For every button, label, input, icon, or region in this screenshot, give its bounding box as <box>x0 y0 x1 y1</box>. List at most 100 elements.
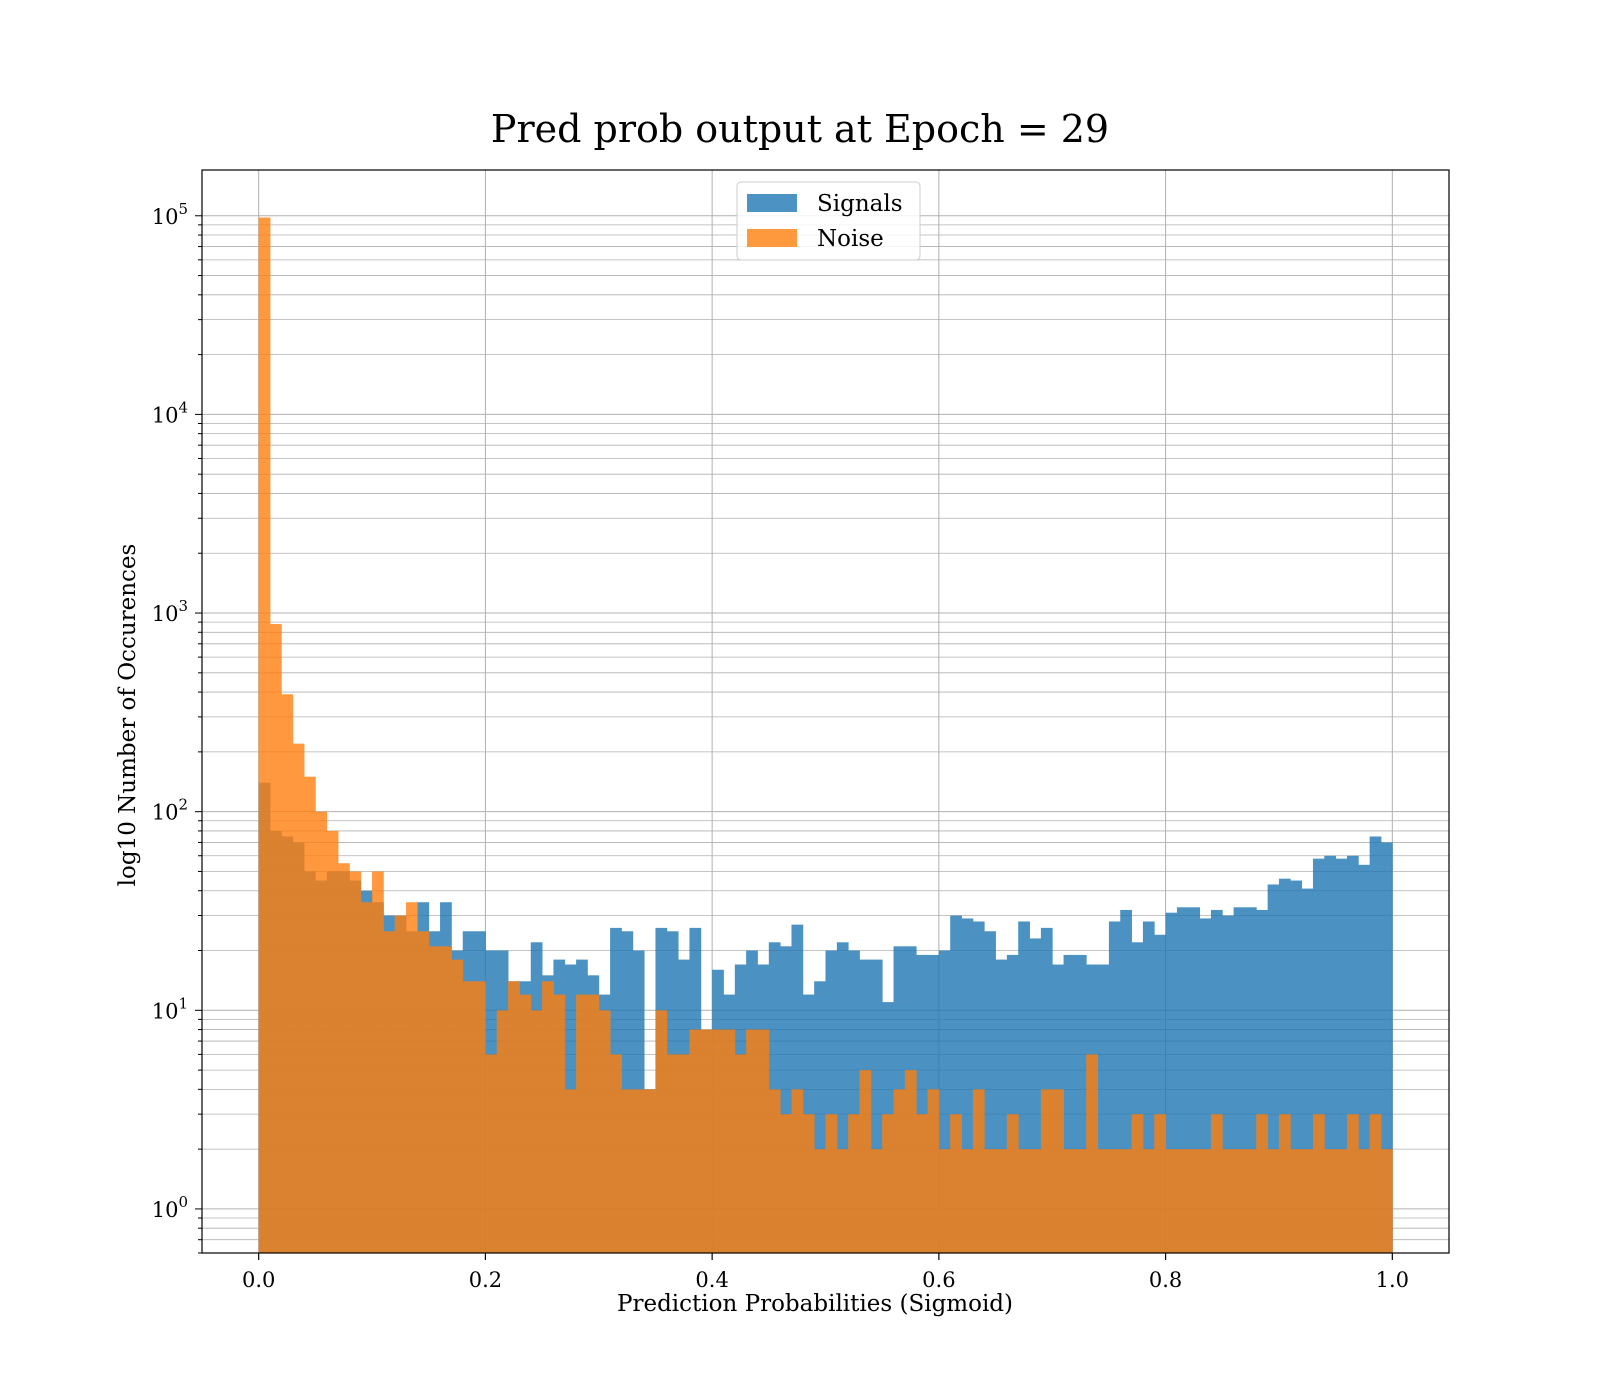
bar-signals <box>780 946 792 1253</box>
x-tick-label: 0.0 <box>242 1268 275 1292</box>
bar-noise <box>553 994 566 1253</box>
bar-noise <box>1052 1089 1064 1253</box>
bar-noise <box>734 1054 747 1253</box>
bar-noise <box>587 994 600 1253</box>
bar-noise <box>678 1054 690 1253</box>
bar-signals <box>1233 907 1246 1253</box>
bar-signals <box>1256 909 1269 1253</box>
bar-noise <box>893 1089 906 1253</box>
bar-noise <box>1256 1114 1269 1253</box>
bar-signals <box>1131 942 1144 1253</box>
bar-noise <box>689 1029 702 1253</box>
bar-signals <box>1142 921 1155 1253</box>
bar-noise <box>383 931 396 1253</box>
bar-signals <box>1222 915 1235 1253</box>
bar-noise <box>768 1089 781 1253</box>
bar-signals <box>984 931 996 1253</box>
bar-signals <box>1301 888 1314 1253</box>
bar-noise <box>927 1089 940 1253</box>
bar-noise <box>508 981 520 1253</box>
bar-noise <box>995 1149 1008 1253</box>
bar-noise <box>984 1149 996 1253</box>
bar-signals <box>938 950 951 1253</box>
bar-noise <box>904 1070 917 1253</box>
bar-noise <box>1165 1149 1178 1253</box>
bar-signals <box>1324 855 1337 1253</box>
x-tick-label: 1.0 <box>1376 1268 1409 1292</box>
bar-noise <box>644 1089 656 1253</box>
bar-signals <box>1188 907 1200 1253</box>
bar-noise <box>338 863 350 1253</box>
bar-signals <box>1074 954 1087 1253</box>
bar-noise <box>440 946 452 1253</box>
bar-noise <box>700 1029 713 1253</box>
legend: Signals Noise <box>736 181 921 261</box>
bar-noise <box>836 1149 849 1253</box>
y-tick-label: 105 <box>152 200 188 229</box>
bar-noise <box>1006 1114 1019 1253</box>
bar-noise <box>576 994 588 1253</box>
bar-signals <box>1029 938 1042 1253</box>
bar-signals <box>1335 858 1348 1253</box>
bar-noise <box>530 1010 543 1253</box>
bar-signals <box>1312 858 1325 1253</box>
bar-noise <box>791 1089 804 1253</box>
bar-signals <box>916 954 928 1253</box>
bar-noise <box>666 1054 679 1253</box>
bar-noise <box>757 1029 770 1253</box>
bar-noise <box>1267 1149 1280 1253</box>
y-tick-label: 101 <box>152 994 188 1023</box>
bar-signals <box>1244 907 1257 1253</box>
bar-signals <box>1097 964 1110 1253</box>
bar-noise <box>972 1089 985 1253</box>
bar-noise <box>723 1029 736 1253</box>
bar-noise <box>1312 1114 1325 1253</box>
plot-frame <box>201 169 1450 1254</box>
x-tick-label: 0.6 <box>922 1268 955 1292</box>
legend-label-signals: Signals <box>817 191 903 217</box>
bar-noise <box>292 743 305 1253</box>
bar-noise <box>372 871 384 1253</box>
bar-noise <box>315 811 328 1253</box>
bar-signals <box>1278 878 1291 1253</box>
y-tick-label: 104 <box>152 398 188 427</box>
bar-signals <box>1290 880 1303 1253</box>
bar-noise <box>394 915 407 1253</box>
bar-noise <box>961 1149 974 1253</box>
bar-noise <box>1358 1149 1371 1253</box>
bar-noise <box>326 830 339 1253</box>
bar-noise <box>462 981 475 1253</box>
bar-signals <box>1154 934 1166 1253</box>
bar-noise <box>1040 1089 1053 1253</box>
bar-noise <box>610 1054 622 1253</box>
bar-noise <box>281 694 294 1253</box>
bar-signals <box>1199 918 1212 1253</box>
bar-noise <box>1233 1149 1246 1253</box>
bar-noise <box>1210 1114 1223 1253</box>
bar-signals <box>791 924 804 1253</box>
bar-noise <box>1335 1149 1348 1253</box>
bar-noise <box>621 1089 634 1253</box>
bar-noise <box>655 1010 668 1253</box>
bar-noise <box>1120 1149 1132 1253</box>
bar-noise <box>848 1114 860 1253</box>
x-axis-ticks: 0.0 0.2 0.4 0.6 0.8 1.0 <box>242 1253 1409 1292</box>
y-tick-label: 103 <box>152 597 188 626</box>
bar-noise <box>270 624 282 1253</box>
bar-signals <box>825 950 838 1253</box>
bar-noise <box>814 1149 826 1253</box>
bar-noise <box>1074 1149 1087 1253</box>
bar-noise <box>1063 1149 1076 1253</box>
bar-noise <box>780 1114 792 1253</box>
bar-noise <box>428 946 441 1253</box>
x-tick-label: 0.8 <box>1149 1268 1182 1292</box>
bar-signals <box>950 915 962 1253</box>
bar-noise <box>406 902 418 1253</box>
bar-noise <box>1222 1149 1235 1253</box>
bar-signals <box>1267 884 1280 1253</box>
bar-noise <box>1131 1114 1144 1253</box>
y-tick-label: 100 <box>152 1193 188 1222</box>
histogram-bars <box>258 217 1393 1253</box>
bar-noise <box>451 959 464 1253</box>
axes-frame <box>201 169 1450 1254</box>
